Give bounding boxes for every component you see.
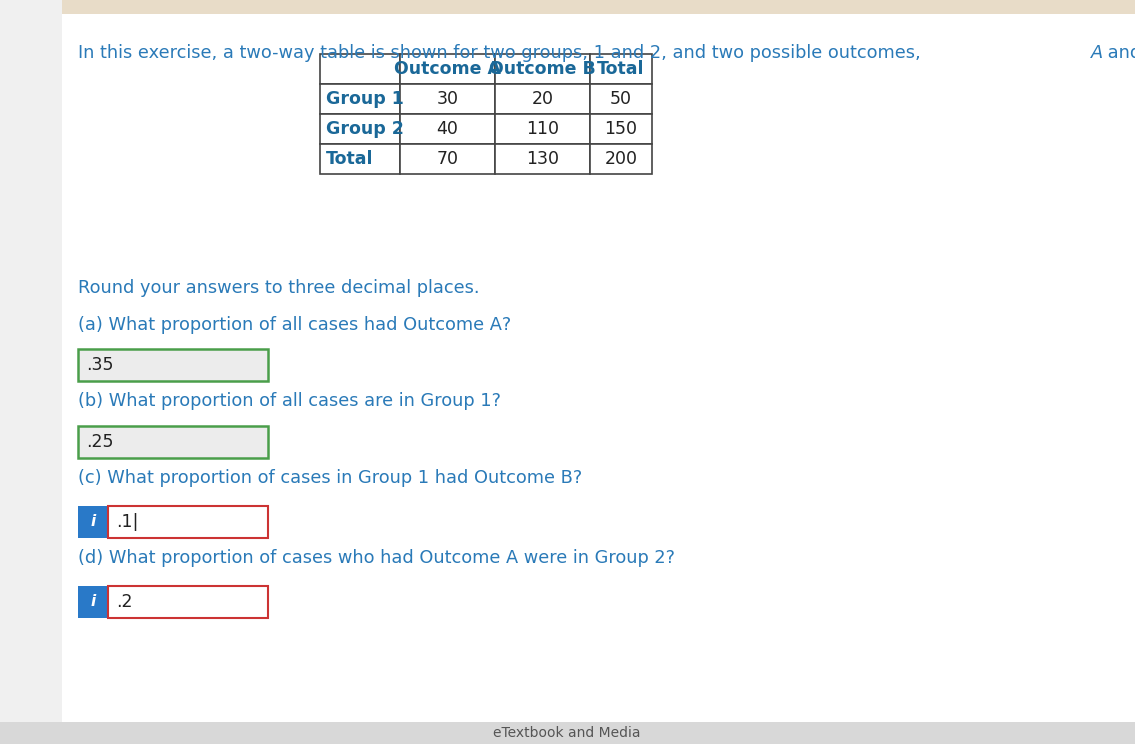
Text: 150: 150 xyxy=(605,120,638,138)
Text: A: A xyxy=(1092,44,1103,62)
Bar xyxy=(108,506,268,538)
Text: (a) What proportion of all cases had Outcome A?: (a) What proportion of all cases had Out… xyxy=(78,316,511,334)
Bar xyxy=(400,84,495,114)
Bar xyxy=(0,722,1135,744)
Bar xyxy=(78,506,108,538)
Text: In this exercise, a two-way table is shown for two groups, 1 and 2, and two poss: In this exercise, a two-way table is sho… xyxy=(78,44,926,62)
Bar xyxy=(78,586,108,618)
Bar xyxy=(108,586,268,618)
Text: .25: .25 xyxy=(86,433,114,451)
Bar xyxy=(400,144,495,174)
Text: 200: 200 xyxy=(605,150,638,168)
Text: 20: 20 xyxy=(531,90,554,108)
Text: 40: 40 xyxy=(437,120,459,138)
Bar xyxy=(400,114,495,144)
Bar xyxy=(590,144,651,174)
Text: Group 1: Group 1 xyxy=(326,90,404,108)
Bar xyxy=(400,54,495,84)
Bar xyxy=(78,349,268,381)
Bar xyxy=(590,114,651,144)
Text: (c) What proportion of cases in Group 1 had Outcome B?: (c) What proportion of cases in Group 1 … xyxy=(78,469,582,487)
Bar xyxy=(0,0,62,744)
Text: and: and xyxy=(1102,44,1135,62)
Bar xyxy=(495,84,590,114)
Text: Round your answers to three decimal places.: Round your answers to three decimal plac… xyxy=(78,279,479,297)
Text: i: i xyxy=(91,515,95,530)
Bar xyxy=(78,426,268,458)
Text: Total: Total xyxy=(597,60,645,78)
Text: .2: .2 xyxy=(116,593,133,611)
Text: .1|: .1| xyxy=(116,513,138,531)
Text: (d) What proportion of cases who had Outcome A were in Group 2?: (d) What proportion of cases who had Out… xyxy=(78,549,675,567)
Bar xyxy=(495,54,590,84)
Text: Outcome A: Outcome A xyxy=(394,60,501,78)
Bar xyxy=(0,726,1135,744)
Text: (b) What proportion of all cases are in Group 1?: (b) What proportion of all cases are in … xyxy=(78,392,501,410)
Bar xyxy=(320,54,400,84)
Bar xyxy=(590,84,651,114)
Text: Outcome B: Outcome B xyxy=(489,60,596,78)
Text: 110: 110 xyxy=(526,120,560,138)
Text: .35: .35 xyxy=(86,356,114,374)
Text: 50: 50 xyxy=(609,90,632,108)
Bar xyxy=(62,0,1135,14)
Text: i: i xyxy=(91,594,95,609)
Bar xyxy=(320,114,400,144)
Bar xyxy=(320,84,400,114)
Text: eTextbook and Media: eTextbook and Media xyxy=(494,726,641,740)
Text: 130: 130 xyxy=(526,150,560,168)
Bar xyxy=(320,144,400,174)
Bar xyxy=(495,114,590,144)
Bar xyxy=(495,144,590,174)
Text: 70: 70 xyxy=(437,150,459,168)
Text: Group 2: Group 2 xyxy=(326,120,404,138)
Bar xyxy=(590,54,651,84)
Text: Total: Total xyxy=(326,150,373,168)
Text: 30: 30 xyxy=(437,90,459,108)
